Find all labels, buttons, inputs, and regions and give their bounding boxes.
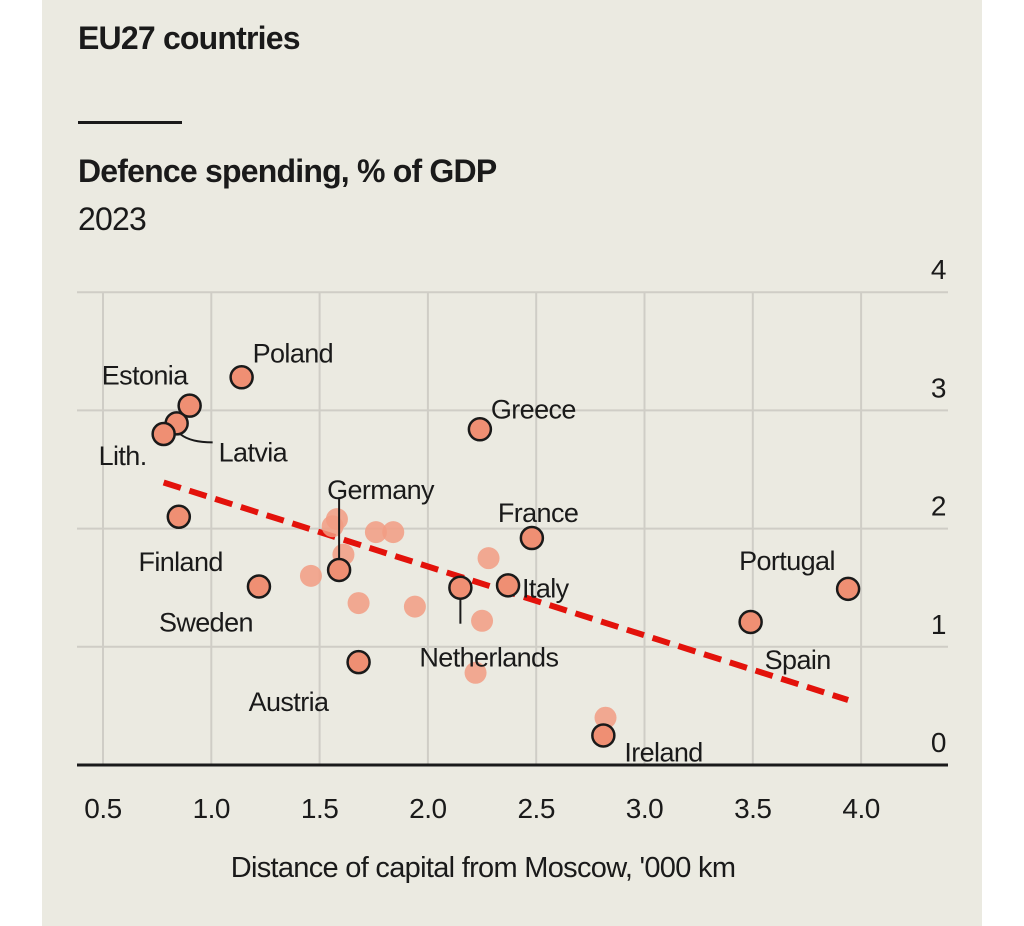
- data-point-labeled: [738, 609, 763, 635]
- point-label: Netherlands: [419, 643, 558, 673]
- point-label: Ireland: [624, 737, 702, 767]
- point-labels: Poland Estonia Latvia Lith. Finland Sweden Ger…: [99, 338, 836, 767]
- y-tick-label: 3: [931, 372, 946, 403]
- point-label: Italy: [522, 573, 570, 603]
- x-tick-label: 1.0: [193, 793, 230, 824]
- x-axis-label: Distance of capital from Moscow, '000 km: [231, 852, 736, 884]
- y-tick-label: 0: [931, 727, 946, 758]
- data-point-labeled: [166, 504, 192, 530]
- point-label: Greece: [491, 394, 576, 424]
- data-point: [464, 661, 487, 684]
- data-point: [325, 508, 348, 531]
- label-leader-line: [180, 433, 213, 444]
- point-label: Sweden: [159, 608, 253, 638]
- y-tick-label: 4: [931, 254, 946, 285]
- point-label: Germany: [327, 475, 435, 505]
- x-tick-label: 4.0: [842, 793, 879, 824]
- data-point-labeled: [177, 393, 202, 418]
- data-point: [403, 595, 426, 618]
- data-point: [382, 521, 405, 544]
- x-tick-label: 1.5: [301, 793, 338, 824]
- data-point: [299, 564, 322, 587]
- point-label: Lith.: [99, 441, 147, 471]
- data-point-labeled: [246, 574, 272, 599]
- title-rule: [78, 121, 182, 124]
- x-tick-label: 3.5: [734, 793, 771, 824]
- data-point: [347, 592, 370, 615]
- point-label: Estonia: [102, 361, 189, 391]
- point-label: France: [498, 498, 578, 528]
- points: [151, 365, 861, 748]
- point-label: Poland: [253, 338, 333, 368]
- chart-year: 2023: [78, 201, 146, 237]
- data-point-labeled: [495, 573, 521, 598]
- data-point-labeled: [346, 649, 371, 675]
- data-point-labeled: [467, 417, 493, 442]
- data-point: [471, 609, 494, 632]
- data-point-labeled: [229, 365, 254, 390]
- point-label: Spain: [765, 645, 831, 675]
- chart-background: [42, 0, 982, 926]
- data-point-labeled: [835, 576, 861, 602]
- point-label: Austria: [249, 687, 330, 717]
- data-point: [364, 521, 387, 544]
- y-tick-label: 2: [931, 491, 946, 522]
- data-point-labeled: [326, 557, 352, 583]
- x-tick-label: 2.5: [517, 793, 554, 824]
- point-label: Portugal: [739, 546, 835, 576]
- data-point-labeled: [519, 525, 545, 551]
- point-label: Latvia: [219, 437, 289, 467]
- y-tick-label: 1: [931, 609, 946, 640]
- point-label: Finland: [138, 547, 222, 577]
- data-point-labeled: [151, 421, 176, 447]
- x-tick-label: 0.5: [84, 793, 121, 824]
- data-point-labeled: [448, 575, 473, 600]
- data-point: [594, 706, 617, 729]
- data-point: [477, 547, 500, 570]
- data-point-labeled: [591, 723, 616, 748]
- tick-labels: 0.5 1.0 1.5 2.0 2.5 3.0 3.5 4.0 0 1 2 3 4: [84, 254, 946, 824]
- chart-subtitle: Defence spending, % of GDP: [78, 153, 497, 189]
- x-tick-label: 2.0: [409, 793, 446, 824]
- chart-title: EU27 countries: [78, 20, 300, 56]
- x-tick-label: 3.0: [626, 793, 663, 824]
